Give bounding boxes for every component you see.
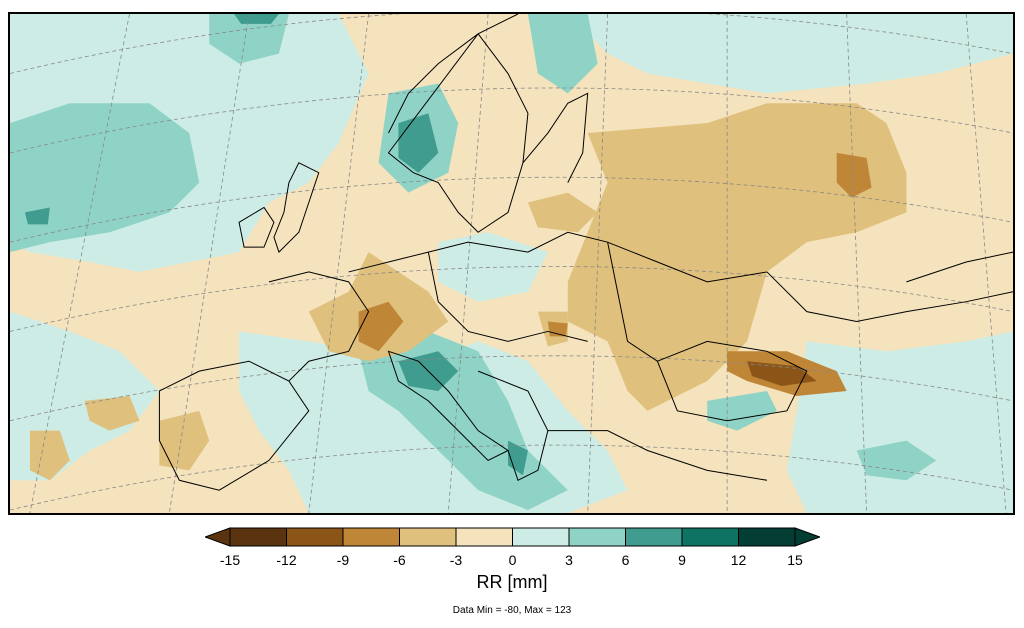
colorbar-tick-label: -12	[276, 552, 296, 568]
colorbar-swatch	[738, 527, 796, 547]
colorbar-tick-label: -3	[450, 552, 463, 568]
colorbar-swatch	[399, 527, 457, 547]
colorbar-tick-label: 3	[565, 552, 573, 568]
colorbar-tick-label: 9	[678, 552, 686, 568]
colorbar-tick-label: -15	[220, 552, 240, 568]
data-min-max-note: Data Min = -80, Max = 123	[452, 605, 572, 616]
colorbar-swatch	[286, 527, 344, 547]
map-panel	[8, 12, 1015, 515]
dry-anomaly-dark	[747, 361, 817, 387]
colorbar-tick-label: 12	[731, 552, 747, 568]
colorbar-tick-label: 6	[622, 552, 630, 568]
colorbar-tick-label: 0	[509, 552, 517, 568]
colorbar-variable-label: RR [mm]	[476, 572, 548, 592]
colorbar-swatch	[342, 527, 400, 547]
colorbar-swatch	[568, 527, 626, 547]
colorbar-over-arrow	[794, 527, 820, 547]
colorbar-swatch	[681, 527, 739, 547]
colorbar-swatch	[455, 527, 513, 547]
colorbar-tick-label: -6	[393, 552, 406, 568]
colorbar: -15 -12 -9 -6 -3 0 3 6 9 12 15	[205, 527, 820, 568]
colorbar-swatch	[512, 527, 570, 547]
coastlines-and-borders	[158, 14, 1013, 491]
colorbar-under-arrow	[205, 527, 231, 547]
colorbar-tick-labels: -15 -12 -9 -6 -3 0 3 6 9 12 15	[220, 552, 803, 568]
precipitation-anomaly-map	[10, 14, 1013, 513]
graticule	[10, 14, 1013, 513]
colorbar-tick-label: 15	[787, 552, 803, 568]
colorbar-swatches	[229, 527, 796, 547]
colorbar-swatch	[229, 527, 287, 547]
colorbar-tick-label: -9	[337, 552, 350, 568]
colorbar-swatch	[625, 527, 683, 547]
